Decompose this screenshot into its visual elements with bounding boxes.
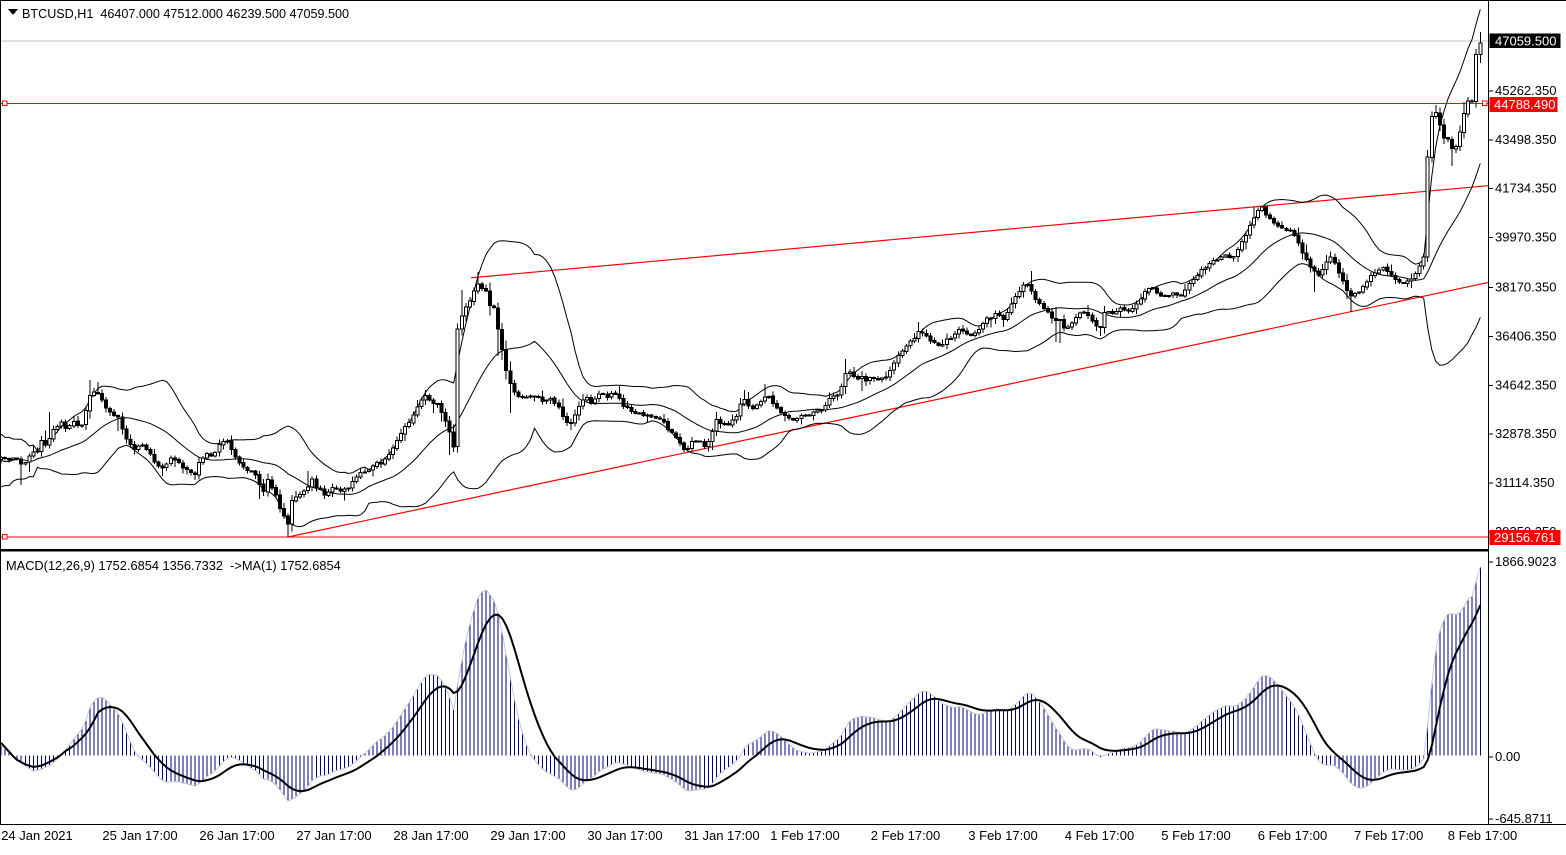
svg-text:27 Jan 17:00: 27 Jan 17:00: [296, 828, 371, 843]
svg-text:MACD(12,26,9) 1752.6854 1356.7: MACD(12,26,9) 1752.6854 1356.7332 ->MA(1…: [6, 558, 341, 573]
svg-text:26 Jan 17:00: 26 Jan 17:00: [199, 828, 274, 843]
svg-text:34642.350: 34642.350: [1495, 377, 1556, 392]
svg-text:BTCUSD,H1 46407.000 47512.000: BTCUSD,H1 46407.000 47512.000 46239.500 …: [22, 7, 349, 21]
svg-text:2 Feb 17:00: 2 Feb 17:00: [871, 828, 940, 843]
svg-text:8 Feb 17:00: 8 Feb 17:00: [1448, 828, 1517, 843]
svg-text:7 Feb 17:00: 7 Feb 17:00: [1354, 828, 1423, 843]
svg-text:6 Feb 17:00: 6 Feb 17:00: [1258, 828, 1327, 843]
svg-text:25 Jan 17:00: 25 Jan 17:00: [102, 828, 177, 843]
svg-text:44788.490: 44788.490: [1494, 97, 1555, 112]
svg-text:31 Jan 17:00: 31 Jan 17:00: [684, 828, 759, 843]
svg-text:31114.350: 31114.350: [1495, 475, 1555, 490]
svg-text:32878.350: 32878.350: [1495, 426, 1556, 441]
svg-text:3 Feb 17:00: 3 Feb 17:00: [968, 828, 1037, 843]
svg-text:38170.350: 38170.350: [1495, 280, 1556, 295]
svg-text:0.00: 0.00: [1495, 749, 1520, 764]
svg-text:24 Jan 2021: 24 Jan 2021: [1, 828, 73, 843]
svg-text:39970.350: 39970.350: [1495, 230, 1556, 245]
svg-text:4 Feb 17:00: 4 Feb 17:00: [1065, 828, 1134, 843]
svg-text:-645.8711: -645.8711: [1495, 811, 1553, 826]
svg-text:5 Feb 17:00: 5 Feb 17:00: [1161, 828, 1230, 843]
svg-text:29156.761: 29156.761: [1494, 530, 1555, 545]
svg-text:45262.350: 45262.350: [1495, 83, 1556, 98]
svg-text:1 Feb 17:00: 1 Feb 17:00: [770, 828, 839, 843]
svg-text:36406.350: 36406.350: [1495, 328, 1556, 343]
svg-text:29 Jan 17:00: 29 Jan 17:00: [490, 828, 565, 843]
svg-text:30 Jan 17:00: 30 Jan 17:00: [587, 828, 662, 843]
svg-text:43498.350: 43498.350: [1495, 132, 1556, 147]
svg-text:28 Jan 17:00: 28 Jan 17:00: [393, 828, 468, 843]
svg-text:41734.350: 41734.350: [1495, 181, 1556, 196]
svg-text:1866.9023: 1866.9023: [1495, 554, 1556, 569]
svg-text:47059.500: 47059.500: [1495, 34, 1556, 49]
